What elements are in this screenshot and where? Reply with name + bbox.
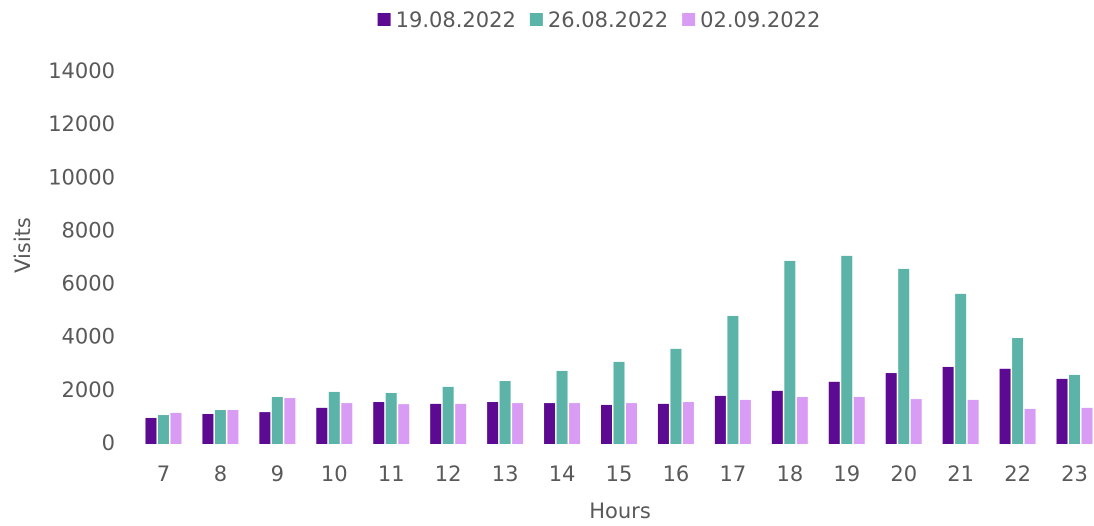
bar — [556, 370, 568, 444]
y-axis-label: Visits — [11, 217, 35, 273]
bar — [967, 399, 979, 444]
bar — [544, 403, 556, 444]
bar — [626, 403, 637, 444]
bar — [499, 381, 511, 444]
bar — [341, 403, 353, 444]
bar — [284, 398, 296, 444]
bar — [739, 399, 751, 444]
x-tick-label: 17 — [720, 462, 747, 486]
legend-label: 19.08.2022 — [396, 8, 516, 32]
y-tick-label: 14000 — [48, 59, 115, 83]
bar — [1056, 378, 1068, 444]
x-tick-label: 15 — [606, 462, 633, 486]
bar — [398, 404, 410, 444]
bar — [512, 403, 524, 444]
bar — [328, 391, 340, 444]
bar — [898, 268, 910, 444]
bar — [771, 390, 783, 444]
bar — [828, 381, 840, 444]
bar — [784, 260, 796, 444]
x-tick-label: 8 — [214, 462, 227, 486]
bar — [487, 402, 499, 444]
bar — [999, 368, 1011, 444]
bar — [885, 373, 897, 444]
y-tick-label: 6000 — [62, 272, 115, 296]
bar — [601, 404, 612, 444]
bar — [271, 396, 283, 444]
x-tick-label: 20 — [890, 462, 917, 486]
bar — [145, 417, 157, 444]
bar — [727, 315, 739, 444]
x-tick-label: 7 — [157, 462, 170, 486]
bar — [942, 366, 954, 444]
bar — [227, 409, 239, 444]
y-tick-label: 4000 — [62, 325, 115, 349]
legend-label: 02.09.2022 — [700, 8, 820, 32]
x-tick-label: 9 — [271, 462, 284, 486]
y-tick-label: 10000 — [48, 165, 115, 189]
x-tick-label: 18 — [776, 462, 803, 486]
y-tick-label: 0 — [102, 431, 115, 455]
x-tick-label: 12 — [435, 462, 462, 486]
bar — [442, 386, 454, 444]
legend-swatch — [682, 13, 696, 26]
x-tick-label: 22 — [1004, 462, 1031, 486]
bar — [670, 348, 682, 444]
bar — [841, 255, 853, 444]
x-tick-label: 23 — [1061, 462, 1088, 486]
x-tick-label: 21 — [947, 462, 974, 486]
bar — [316, 407, 328, 444]
bar — [1024, 408, 1036, 444]
x-tick-label: 10 — [321, 462, 348, 486]
bar — [373, 402, 385, 444]
bar — [202, 413, 214, 444]
legend-swatch — [377, 13, 391, 26]
legend-label: 26.08.2022 — [548, 8, 668, 32]
y-tick-label: 12000 — [48, 112, 115, 136]
bar — [910, 399, 922, 444]
bar — [455, 403, 467, 444]
x-tick-label: 11 — [378, 462, 405, 486]
bar — [714, 395, 726, 444]
y-tick-label: 2000 — [62, 378, 115, 402]
bar — [259, 412, 271, 444]
x-tick-label: 14 — [549, 462, 576, 486]
x-tick-label: 16 — [663, 462, 690, 486]
bar — [613, 361, 625, 444]
x-tick-label: 13 — [492, 462, 519, 486]
bar — [157, 415, 169, 444]
bar — [214, 409, 226, 444]
bar — [796, 396, 808, 444]
bar — [682, 402, 694, 444]
x-tick-label: 19 — [833, 462, 860, 486]
bar — [385, 392, 397, 444]
bar — [657, 403, 669, 444]
bar — [170, 412, 182, 444]
bar — [955, 293, 967, 444]
bar — [430, 403, 442, 444]
bar — [1069, 374, 1081, 444]
y-tick-label: 8000 — [62, 218, 115, 242]
x-axis-label: Hours — [589, 499, 651, 523]
bar — [569, 403, 581, 444]
bar — [853, 396, 865, 444]
legend-swatch — [529, 13, 543, 26]
bar — [1012, 337, 1024, 444]
bar — [1081, 407, 1093, 444]
